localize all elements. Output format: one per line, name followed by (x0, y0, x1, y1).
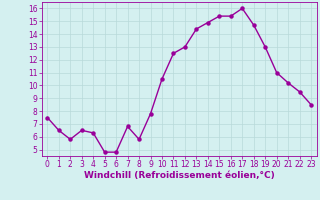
X-axis label: Windchill (Refroidissement éolien,°C): Windchill (Refroidissement éolien,°C) (84, 171, 275, 180)
